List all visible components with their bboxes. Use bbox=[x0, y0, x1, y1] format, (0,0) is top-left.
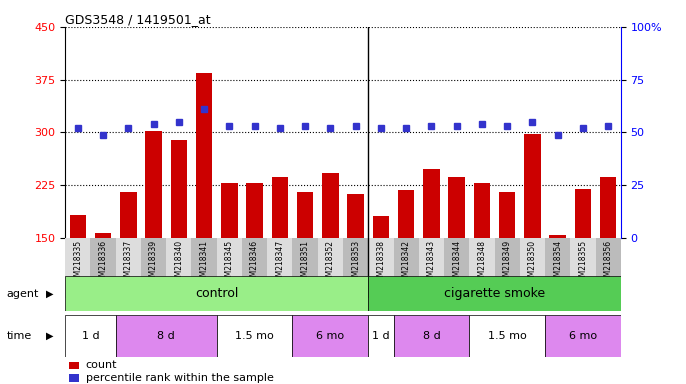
Text: GSM218344: GSM218344 bbox=[452, 240, 461, 286]
Text: GSM218351: GSM218351 bbox=[300, 240, 309, 286]
Text: GSM218338: GSM218338 bbox=[377, 240, 386, 286]
Text: GSM218350: GSM218350 bbox=[528, 240, 537, 286]
Bar bbox=[322, 173, 339, 238]
Bar bbox=[246, 183, 263, 238]
Bar bbox=[394, 315, 469, 357]
Text: 8 d: 8 d bbox=[423, 331, 440, 341]
Text: GSM218355: GSM218355 bbox=[578, 240, 587, 286]
Bar bbox=[145, 131, 162, 238]
Bar bbox=[524, 134, 541, 238]
Text: GSM218335: GSM218335 bbox=[73, 240, 82, 286]
Bar bbox=[217, 238, 242, 298]
Text: time: time bbox=[7, 331, 32, 341]
Bar bbox=[469, 315, 545, 357]
Bar bbox=[65, 315, 116, 357]
Text: ▶: ▶ bbox=[47, 331, 54, 341]
Text: GSM218346: GSM218346 bbox=[250, 240, 259, 286]
Bar bbox=[423, 169, 440, 238]
Bar bbox=[221, 183, 237, 238]
Text: GSM218349: GSM218349 bbox=[503, 240, 512, 286]
Bar bbox=[69, 215, 86, 238]
Bar bbox=[292, 238, 318, 298]
Bar bbox=[368, 276, 621, 311]
Bar bbox=[242, 238, 268, 298]
Bar bbox=[372, 215, 389, 238]
Bar bbox=[347, 194, 364, 238]
Bar bbox=[171, 139, 187, 238]
Bar bbox=[297, 192, 314, 238]
Bar bbox=[69, 374, 79, 382]
Bar bbox=[116, 315, 217, 357]
Text: 8 d: 8 d bbox=[157, 331, 175, 341]
Bar bbox=[196, 73, 212, 238]
Bar bbox=[65, 238, 91, 298]
Bar bbox=[469, 238, 495, 298]
Bar bbox=[444, 238, 469, 298]
Bar bbox=[120, 192, 137, 238]
Text: 6 mo: 6 mo bbox=[316, 331, 344, 341]
Text: GSM218345: GSM218345 bbox=[225, 240, 234, 286]
Text: GSM218339: GSM218339 bbox=[149, 240, 158, 286]
Bar bbox=[474, 183, 490, 238]
Text: GSM218336: GSM218336 bbox=[99, 240, 108, 286]
Bar bbox=[69, 362, 79, 369]
Text: percentile rank within the sample: percentile rank within the sample bbox=[86, 373, 274, 383]
Bar bbox=[398, 190, 414, 238]
Bar bbox=[343, 238, 368, 298]
Bar bbox=[141, 238, 166, 298]
Text: GSM218340: GSM218340 bbox=[174, 240, 183, 286]
Bar bbox=[600, 177, 617, 238]
Bar bbox=[368, 238, 394, 298]
Bar bbox=[545, 315, 621, 357]
Bar bbox=[549, 235, 566, 238]
Bar bbox=[394, 238, 418, 298]
Bar bbox=[368, 315, 394, 357]
Text: agent: agent bbox=[7, 289, 39, 299]
Text: cigarette smoke: cigarette smoke bbox=[444, 287, 545, 300]
Bar bbox=[495, 238, 520, 298]
Text: ▶: ▶ bbox=[47, 289, 54, 299]
Bar bbox=[318, 238, 343, 298]
Text: control: control bbox=[195, 287, 239, 300]
Bar bbox=[166, 238, 191, 298]
Bar bbox=[449, 177, 465, 238]
Bar bbox=[116, 238, 141, 298]
Text: GSM218343: GSM218343 bbox=[427, 240, 436, 286]
Text: GSM218356: GSM218356 bbox=[604, 240, 613, 286]
Text: GSM218341: GSM218341 bbox=[200, 240, 209, 286]
Bar bbox=[191, 238, 217, 298]
Text: GSM218347: GSM218347 bbox=[275, 240, 285, 286]
Bar bbox=[418, 238, 444, 298]
Text: 1 d: 1 d bbox=[372, 331, 390, 341]
Bar bbox=[292, 315, 368, 357]
Bar bbox=[268, 238, 292, 298]
Text: count: count bbox=[86, 360, 117, 370]
Bar bbox=[65, 276, 368, 311]
Bar bbox=[91, 238, 116, 298]
Bar bbox=[499, 192, 515, 238]
Bar bbox=[272, 177, 288, 238]
Bar bbox=[570, 238, 595, 298]
Text: 1.5 mo: 1.5 mo bbox=[235, 331, 274, 341]
Text: 1 d: 1 d bbox=[82, 331, 99, 341]
Text: GSM218352: GSM218352 bbox=[326, 240, 335, 286]
Bar bbox=[95, 233, 111, 238]
Bar bbox=[217, 315, 292, 357]
Text: GSM218353: GSM218353 bbox=[351, 240, 360, 286]
Text: 6 mo: 6 mo bbox=[569, 331, 597, 341]
Bar bbox=[545, 238, 570, 298]
Text: GSM218354: GSM218354 bbox=[553, 240, 563, 286]
Bar bbox=[575, 189, 591, 238]
Text: GSM218337: GSM218337 bbox=[123, 240, 133, 286]
Text: 1.5 mo: 1.5 mo bbox=[488, 331, 527, 341]
Text: GSM218342: GSM218342 bbox=[401, 240, 411, 286]
Bar bbox=[520, 238, 545, 298]
Text: GDS3548 / 1419501_at: GDS3548 / 1419501_at bbox=[65, 13, 211, 26]
Bar bbox=[595, 238, 621, 298]
Text: GSM218348: GSM218348 bbox=[477, 240, 486, 286]
